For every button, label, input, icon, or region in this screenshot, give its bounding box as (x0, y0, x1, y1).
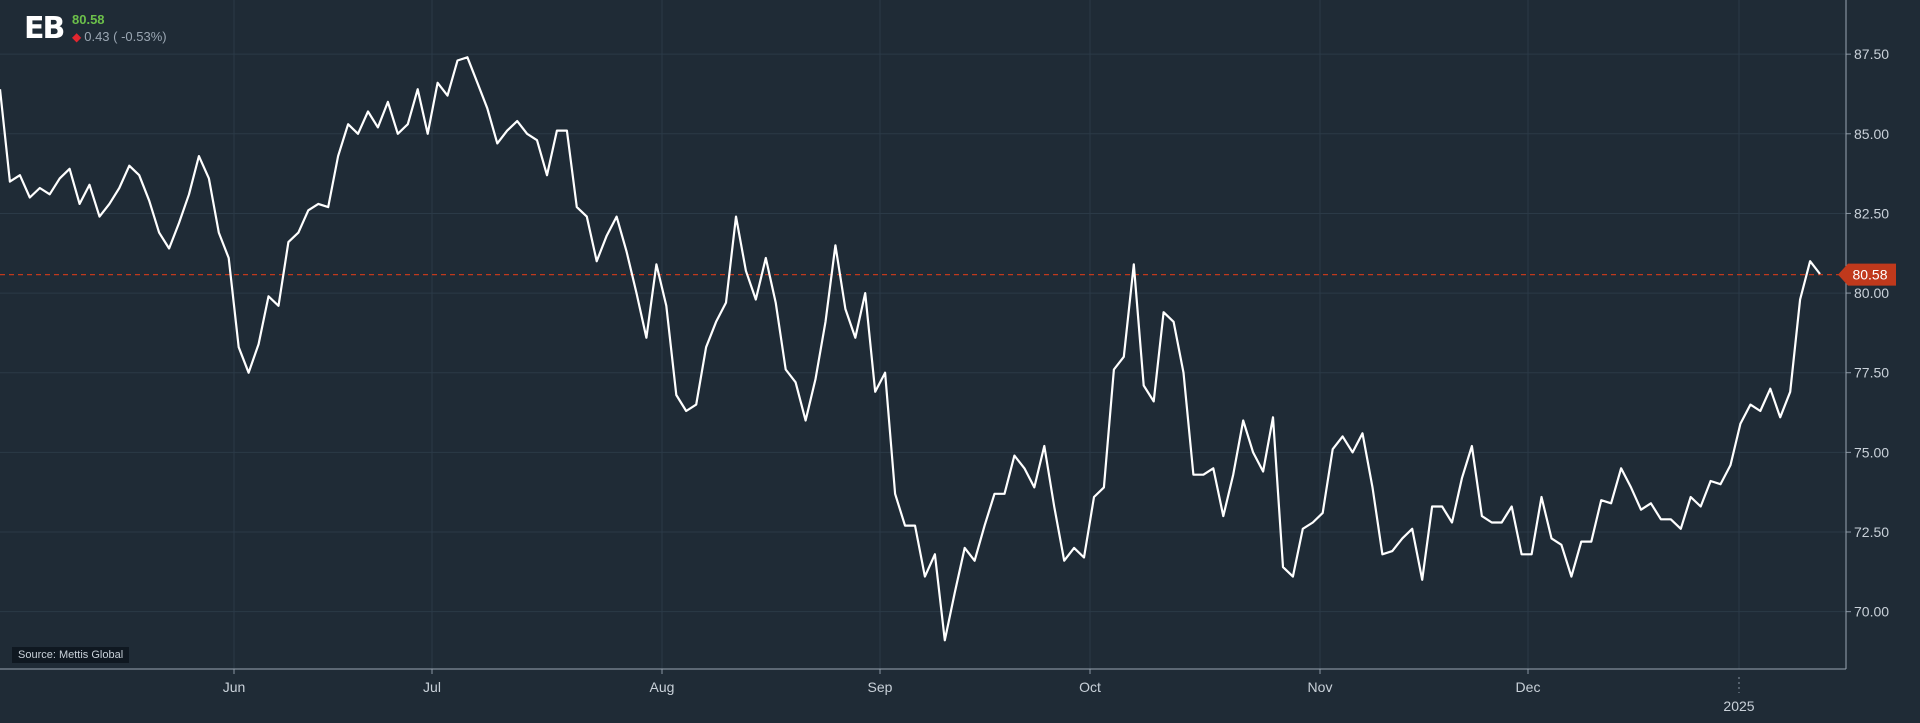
y-tick-label: 77.50 (1854, 365, 1889, 381)
series-line (0, 56, 1821, 642)
y-tick-label: 80.00 (1854, 285, 1889, 301)
price-change: ◆ 0.43 ( -0.53%) (72, 29, 167, 44)
y-tick-label: 75.00 (1854, 444, 1889, 460)
last-value-label: 80.58 (1852, 267, 1887, 283)
x-tick-label: Dec (1516, 679, 1541, 695)
x-tick-label: Jul (423, 679, 441, 695)
y-tick-label: 87.50 (1854, 46, 1889, 62)
x-tick-label: Jun (223, 679, 246, 695)
brand-logo: EB (24, 11, 65, 46)
x-tick-label: Oct (1079, 679, 1101, 695)
last-price: 80.58 (72, 12, 105, 27)
y-tick-label: 72.50 (1854, 524, 1889, 540)
x-tick-label: Sep (868, 679, 893, 695)
price-change-text: 0.43 ( -0.53%) (84, 29, 167, 44)
axis-layer: 70.00 72.50 75.00 77.50 80.00 82.50 85.00 87.50… (0, 0, 1896, 714)
y-tick-label: 85.00 (1854, 126, 1889, 142)
y-tick-label: 70.00 (1854, 604, 1889, 620)
y-tick-label: 82.50 (1854, 205, 1889, 221)
series-layer (0, 56, 1821, 642)
x-tick-label: Aug (650, 679, 675, 695)
down-diamond-icon: ◆ (72, 30, 82, 44)
last-value-tag (1838, 263, 1896, 286)
x-tick-label: Nov (1308, 679, 1333, 695)
source-label: Source: Mettis Global (12, 647, 130, 663)
year-label: 2025 (1723, 698, 1754, 714)
